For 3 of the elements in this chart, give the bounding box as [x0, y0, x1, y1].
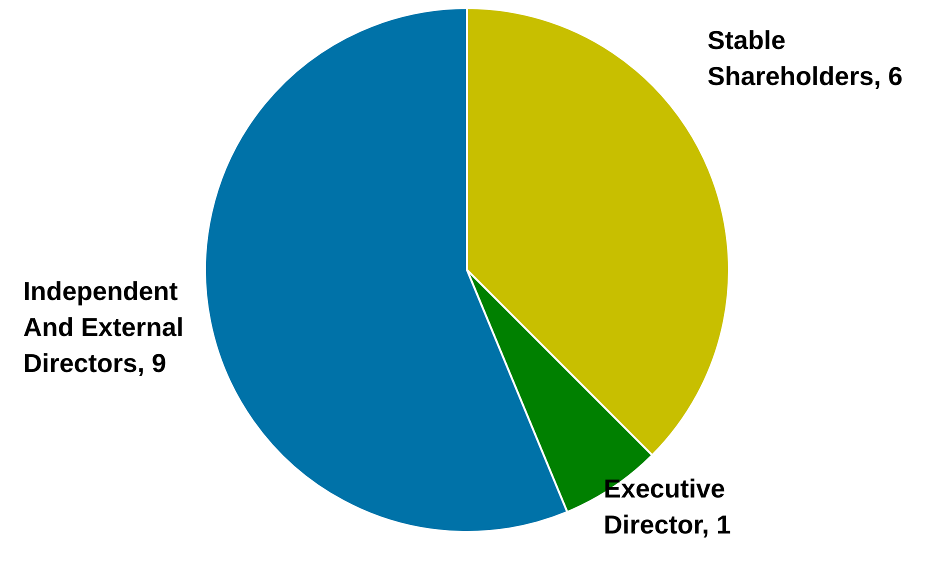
- slice-label: Independent And External Directors, 9: [23, 276, 184, 378]
- slice-label: Executive Director, 1: [604, 473, 731, 540]
- slice-label: Stable Shareholders, 6: [708, 24, 903, 91]
